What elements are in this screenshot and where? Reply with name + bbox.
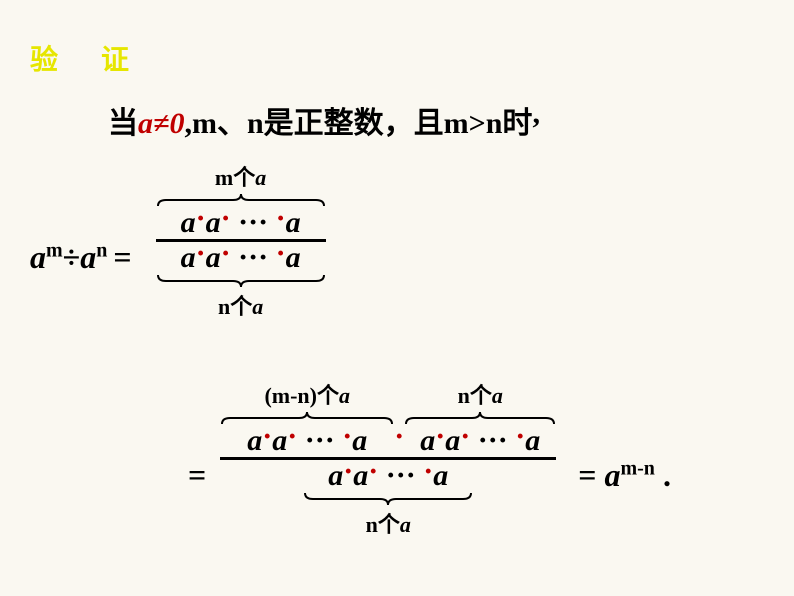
equation-1: am÷an= m个a a·a· ··· ·a a·a· ··· ·a n个a	[30, 160, 326, 321]
a: a	[433, 459, 448, 492]
dot-icon: ·	[515, 420, 525, 453]
label-n-right: n个a	[458, 378, 503, 410]
dot-icon: ·	[394, 420, 404, 453]
a: a	[247, 424, 262, 457]
dot-icon: ·	[435, 420, 445, 453]
num-right-col: n个a a·a· ··· ·a	[404, 378, 556, 456]
num-a: a	[206, 206, 221, 239]
a: a	[352, 424, 367, 457]
eq1-top-label: m个a	[156, 160, 326, 192]
mn-text: (m-n)	[264, 383, 317, 408]
a: a	[420, 424, 435, 457]
section-title: 验 证	[30, 38, 147, 78]
rhs-dot: .	[663, 457, 671, 493]
denom-prod: a·a· ··· ·a	[328, 461, 448, 491]
n-text: n	[366, 512, 378, 537]
lhs-a2: a	[80, 239, 96, 275]
lhs-eq: =	[113, 239, 131, 275]
rhs-sup: m-n	[620, 457, 654, 479]
eq1-lhs: am÷an=	[30, 239, 138, 276]
den-a: a	[181, 241, 196, 274]
eq1-bot-label: n个a	[156, 289, 326, 321]
eq2-fraction: (m-n)个a a·a· ··· ·a · n个a	[220, 378, 556, 539]
a-label-bot: a	[252, 294, 263, 319]
num-right-prod: a·a· ··· ·a	[418, 426, 542, 456]
den-a: a	[286, 241, 301, 274]
eq1-fraction: m个a a·a· ··· ·a a·a· ··· ·a n个a	[156, 160, 326, 321]
dot-icon: ·	[368, 455, 378, 488]
lhs-sup2: n	[96, 239, 107, 261]
ge-label: 个	[233, 165, 255, 190]
a-text: a	[400, 512, 411, 537]
num-left-col: (m-n)个a a·a· ··· ·a	[220, 378, 394, 456]
ge-text: 个	[378, 512, 400, 537]
eq2-eqsign: =	[188, 457, 206, 494]
num-a: a	[286, 206, 301, 239]
a-text: a	[492, 383, 503, 408]
equation-2: = (m-n)个a a·a· ··· ·a ·	[188, 378, 671, 539]
eq2-numerator-group: (m-n)个a a·a· ··· ·a · n个a	[220, 378, 556, 456]
eq2-rhs: = am-n .	[578, 457, 671, 494]
ge-text: 个	[317, 383, 339, 408]
a: a	[353, 459, 368, 492]
ge-text: 个	[470, 383, 492, 408]
cond-highlight: a≠0	[138, 107, 184, 140]
num-left-prod: a·a· ··· ·a	[245, 426, 369, 456]
dot-icon: ·	[221, 202, 231, 235]
dots: ···	[478, 424, 508, 457]
den-a: a	[206, 241, 221, 274]
a: a	[525, 424, 540, 457]
lhs-sup1: m	[46, 239, 63, 261]
dot-icon: ·	[287, 420, 297, 453]
dot-icon: ·	[342, 420, 352, 453]
condition-text: 当a≠0,m、n是正整数，且m>n时,	[108, 98, 540, 142]
a-label-top: a	[255, 165, 266, 190]
center-dot: ·	[394, 426, 404, 456]
cond-prefix: 当	[108, 107, 138, 140]
cond-mid2: 且m>n时	[414, 107, 533, 140]
n-label: n	[218, 294, 230, 319]
rhs-a: a	[604, 457, 620, 493]
lhs-a1: a	[30, 239, 46, 275]
a: a	[328, 459, 343, 492]
bottom-brace-2-icon	[303, 491, 473, 507]
a: a	[445, 424, 460, 457]
eq1-numerator: a·a· ··· ·a	[156, 208, 326, 238]
cond-comma: ,	[532, 97, 540, 130]
eq1-denominator: a·a· ··· ·a	[156, 243, 326, 273]
num-a: a	[181, 206, 196, 239]
dots: ···	[305, 424, 335, 457]
dot-icon: ·	[343, 455, 353, 488]
dot-icon: ·	[276, 237, 286, 270]
dot-icon: ·	[262, 420, 272, 453]
bottom-brace-icon	[156, 273, 326, 289]
n-text: n	[458, 383, 470, 408]
dots: ···	[386, 459, 416, 492]
dots: ···	[238, 206, 268, 239]
dot-icon: ·	[423, 455, 433, 488]
cond-mid1: ,m、n是正整数，	[184, 107, 413, 140]
slide: 验 证 当a≠0,m、n是正整数，且m>n时, am÷an= m个a a·a· …	[0, 0, 794, 596]
dot-icon: ·	[196, 237, 206, 270]
dot-icon: ·	[196, 202, 206, 235]
dot-icon: ·	[276, 202, 286, 235]
dot-icon: ·	[460, 420, 470, 453]
denom-label: n个a	[366, 507, 411, 539]
label-mn: (m-n)个a	[264, 378, 350, 410]
lhs-div: ÷	[63, 239, 81, 275]
a: a	[272, 424, 287, 457]
m-label: m	[215, 165, 233, 190]
dot-icon: ·	[221, 237, 231, 270]
a-text: a	[339, 383, 350, 408]
rhs-eq: =	[578, 457, 596, 493]
ge-label: 个	[230, 294, 252, 319]
dots: ···	[238, 241, 268, 274]
eq2-denominator: a·a· ··· ·a n个a	[220, 461, 556, 539]
